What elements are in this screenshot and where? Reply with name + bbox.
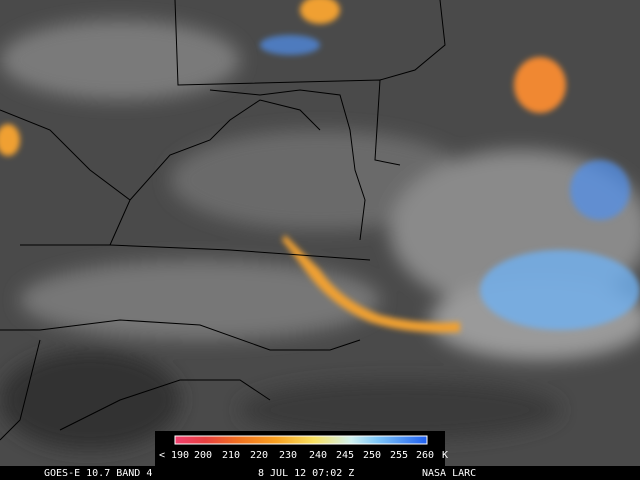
- colorbar-label: 220: [250, 450, 268, 461]
- colorbar-label: 200: [194, 450, 212, 461]
- colorbar-label: 250: [363, 450, 381, 461]
- colorbar-label: 240: [309, 450, 327, 461]
- colorbar-label: < 190: [159, 450, 189, 461]
- colorbar-unit: K: [442, 450, 448, 461]
- colorbar-label: 230: [279, 450, 297, 461]
- colorbar-label: 245: [336, 450, 354, 461]
- state-borders: [0, 0, 446, 441]
- timestamp: 8 JUL 12 07:02 Z: [258, 468, 354, 479]
- clouds: [0, 20, 640, 450]
- footer-bar: [0, 466, 640, 480]
- colorbar: [174, 435, 428, 445]
- satellite-label: GOES-E 10.7 BAND 4: [44, 468, 152, 479]
- cold-cloud-tops: [0, 0, 640, 333]
- colorbar-label: 260: [416, 450, 434, 461]
- colorbar-label: 210: [222, 450, 240, 461]
- source-label: NASA LARC: [422, 468, 476, 479]
- colorbar-label: 255: [390, 450, 408, 461]
